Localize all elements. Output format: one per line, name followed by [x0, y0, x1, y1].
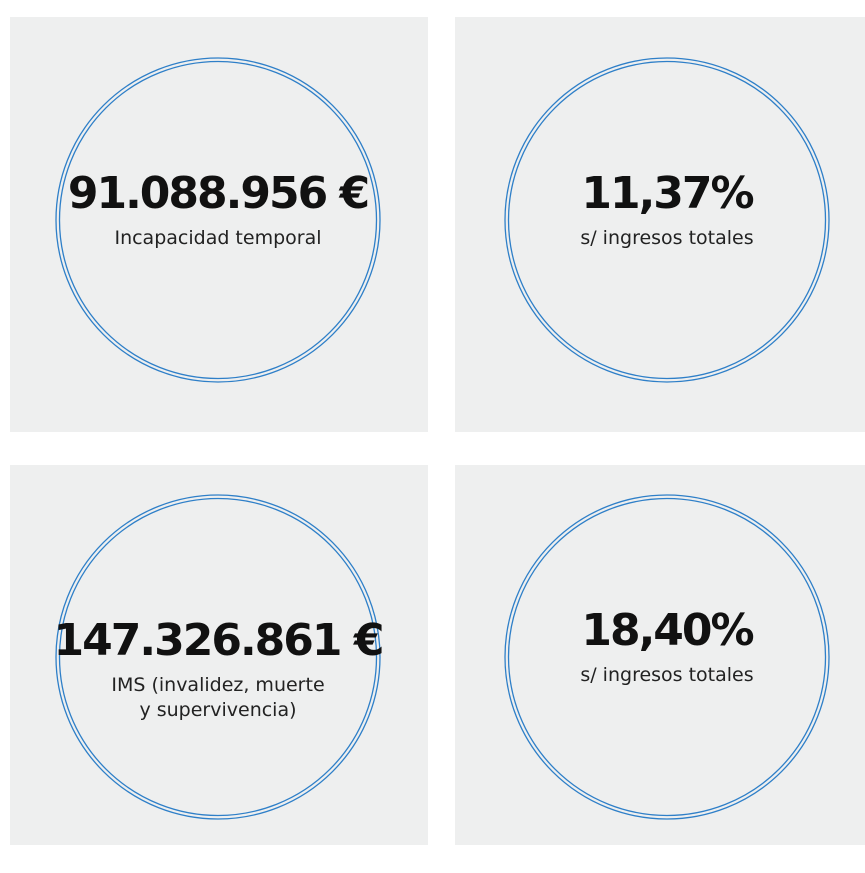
- stat-value: 147.326.861 €: [54, 615, 383, 666]
- panel: [455, 465, 865, 845]
- circle-outer: [504, 494, 830, 820]
- circle-outer: [504, 57, 830, 383]
- panel: [10, 465, 428, 845]
- circle-inner: [507, 497, 827, 817]
- circle-inner: [507, 60, 827, 380]
- stat-label: s/ ingresos totales: [580, 227, 753, 249]
- stat-value: 11,37%: [581, 168, 753, 219]
- stat-label: Incapacidad temporal: [114, 227, 321, 249]
- panel: [10, 17, 428, 432]
- circle-outer: [55, 494, 381, 820]
- circle-inner: [58, 60, 378, 380]
- stat-value: 91.088.956 €: [68, 168, 368, 219]
- stat-value: 18,40%: [581, 605, 753, 656]
- stat-label: y supervivencia): [139, 699, 296, 721]
- circle-inner: [58, 497, 378, 817]
- stat-label: s/ ingresos totales: [580, 664, 753, 686]
- stat-label: IMS (invalidez, muerte: [111, 674, 324, 696]
- panel: [455, 17, 865, 432]
- circle-outer: [55, 57, 381, 383]
